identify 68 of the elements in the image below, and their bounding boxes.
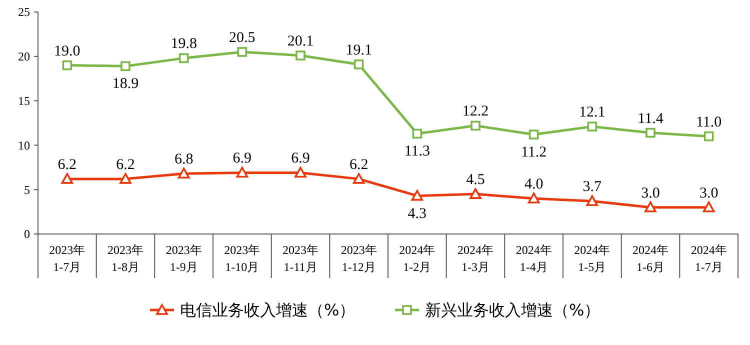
x-tick-label: 2024年 1-5月 [574, 243, 610, 274]
data-label: 20.1 [287, 34, 314, 50]
y-tick-label: 25 [18, 5, 30, 20]
legend-label: 电信业务收入增速（%） [180, 300, 356, 320]
data-label: 6.8 [174, 152, 194, 168]
x-tick-label: 2023年 1-9月 [166, 243, 202, 274]
data-label: 12.1 [579, 104, 606, 121]
x-tick-label: 2024年 1-6月 [632, 243, 668, 274]
data-label: 6.9 [232, 150, 252, 167]
data-label: 20.5 [229, 30, 256, 46]
legend-label: 新兴业务收入增速（%） [425, 300, 600, 320]
y-tick-label: 5 [24, 182, 30, 197]
point [294, 166, 306, 178]
y-tick-label: 0 [24, 227, 30, 242]
x-tick-label: 2023年 1-8月 [108, 243, 144, 274]
data-label: 6.2 [349, 156, 368, 173]
point [412, 128, 422, 139]
x-tick-label: 2024年 1-2月 [399, 243, 436, 274]
data-label: 6.9 [291, 150, 310, 167]
data-label: 11.4 [638, 110, 664, 127]
data-label: 3.0 [699, 185, 718, 202]
data-label: 4.5 [466, 172, 485, 188]
point [62, 60, 72, 70]
data-label: 19.1 [346, 42, 372, 58]
y-tick-label: 20 [18, 50, 30, 64]
point [586, 195, 598, 206]
point [236, 166, 248, 178]
y-tick-label: 10 [18, 138, 30, 152]
point [120, 61, 130, 72]
data-label: 11.3 [404, 144, 430, 160]
data-label: 11.2 [520, 144, 547, 161]
x-tick-label: 2023年 1-10月 [224, 243, 260, 274]
point [352, 173, 365, 184]
data-label: 4.0 [524, 176, 544, 192]
point [411, 190, 424, 201]
data-label: 4.3 [408, 206, 427, 222]
point [646, 128, 656, 138]
data-label: 18.9 [112, 76, 139, 92]
x-tick-label: 2024年 1-4月 [516, 243, 552, 274]
x-tick-label: 2024年 1-7月 [690, 243, 727, 274]
point [470, 120, 480, 131]
data-label: 19.0 [54, 43, 80, 60]
x-tick-label: 2023年 1-7月 [49, 243, 86, 274]
x-tick-label: 2023年 1-12月 [340, 243, 377, 274]
point [120, 173, 132, 184]
data-label: 6.2 [58, 156, 77, 173]
x-tick-label: 2023年 1-11月 [282, 243, 318, 274]
point [528, 130, 539, 140]
x-tick-label: 2024年 1-3月 [458, 243, 494, 274]
data-label: 19.8 [170, 36, 197, 52]
data-label: 3.7 [582, 179, 602, 196]
data-label: 12.2 [462, 104, 489, 120]
point [702, 201, 715, 212]
point [354, 59, 364, 70]
data-label: 11.0 [696, 114, 722, 130]
point [470, 188, 482, 199]
point [644, 201, 656, 212]
point [178, 168, 190, 179]
data-label: 3.0 [641, 185, 660, 202]
y-tick-label: 15 [18, 94, 30, 108]
point [296, 50, 306, 60]
point [178, 53, 189, 64]
point [237, 47, 248, 57]
point [528, 192, 540, 204]
point [587, 122, 598, 132]
point [61, 173, 74, 184]
point [704, 131, 714, 142]
data-label: 6.2 [116, 156, 135, 173]
